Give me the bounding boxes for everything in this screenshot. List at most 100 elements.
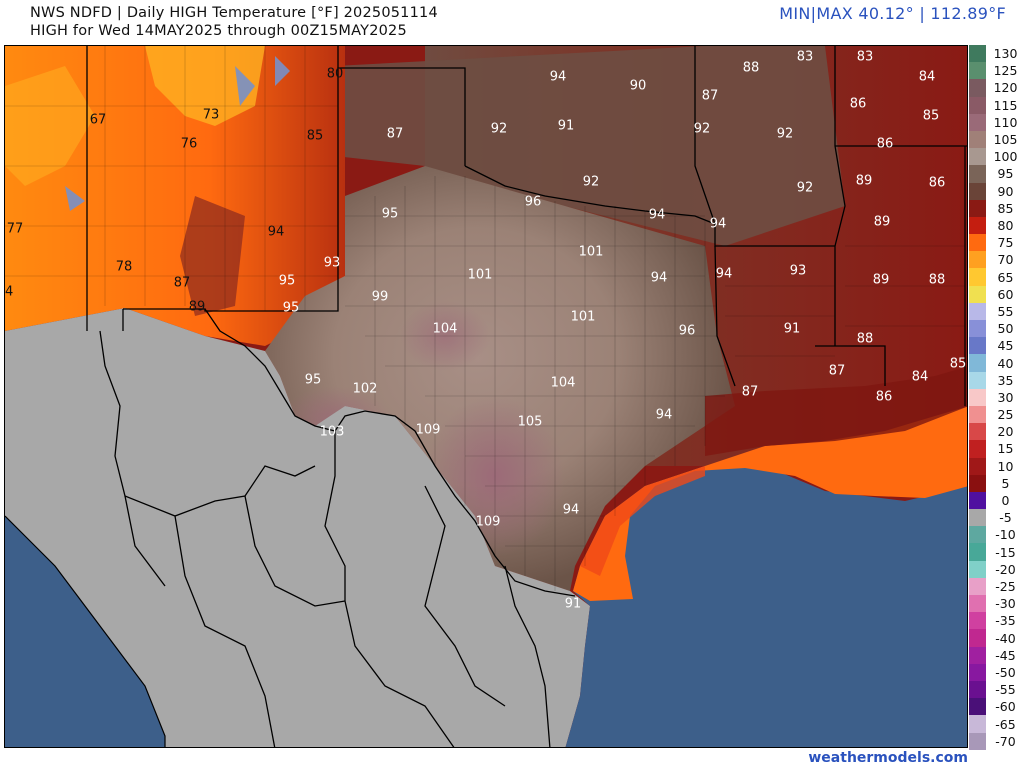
temperature-label: 85 (923, 109, 940, 124)
legend-tick-label: 120 (993, 80, 1018, 96)
legend-colorbar (969, 45, 986, 750)
temperature-label: 96 (525, 195, 542, 210)
legend-tick-label: 90 (997, 183, 1014, 199)
temperature-label: 86 (877, 137, 894, 152)
legend-swatch (969, 457, 986, 475)
gulf-of-mexico (565, 466, 967, 747)
temperature-label: 101 (468, 268, 493, 283)
legend-swatch (969, 320, 986, 338)
legend-swatch (969, 646, 986, 664)
legend-tick-label: -45 (995, 647, 1016, 663)
legend-tick-label: 10 (997, 458, 1014, 474)
temperature-label: 91 (565, 597, 582, 612)
legend-tick-label: -35 (995, 613, 1016, 629)
temperature-label: 92 (583, 175, 600, 190)
legend-swatch (969, 388, 986, 406)
map-canvas: 80 94 90 88 83 83 84 67 73 76 85 87 92 91 87 92 92 86 85 86… (5, 46, 967, 747)
legend-tick-label: -20 (995, 561, 1016, 577)
temperature-label: 85 (307, 129, 324, 144)
legend-tick-label: 5 (1001, 475, 1010, 491)
temperature-label: 85 (950, 357, 967, 372)
legend-swatch (969, 79, 986, 97)
temperature-label: 87 (742, 385, 759, 400)
temperature-label: 86 (850, 97, 867, 112)
legend-tick-label: -15 (995, 544, 1016, 560)
legend-tick-label: 55 (997, 303, 1014, 319)
temperature-label: 94 (651, 271, 668, 286)
temperature-label: 92 (797, 181, 814, 196)
legend-swatch (969, 62, 986, 80)
temperature-label: 96 (679, 324, 696, 339)
legend-swatch (969, 732, 986, 750)
temperature-label: 92 (491, 122, 508, 137)
min-max-readout: MIN|MAX 40.12° | 112.89°F (779, 4, 1006, 23)
legend-swatch (969, 698, 986, 716)
temperature-label: 80 (327, 67, 344, 82)
temperature-label: 87 (702, 89, 719, 104)
legend-tick-label: -5 (999, 510, 1012, 526)
legend-swatch (969, 148, 986, 166)
legend-tick-label: 30 (997, 389, 1014, 405)
temperature-label: 87 (387, 127, 404, 142)
temperature-label: 89 (856, 174, 873, 189)
legend-tick-label: 115 (993, 97, 1018, 113)
gulf-coast-shade (580, 466, 705, 576)
temperature-label: 88 (857, 332, 874, 347)
legend-tick-label: 60 (997, 286, 1014, 302)
temperature-label: 91 (784, 322, 801, 337)
legend-tick-label: 95 (997, 166, 1014, 182)
temperature-label: 87 (829, 364, 846, 379)
mexico-land (5, 308, 590, 747)
temperature-label: 94 (550, 70, 567, 85)
map-subtitle: HIGH for Wed 14MAY2025 through 00Z15MAY2… (30, 23, 407, 39)
legend-tick-label: -40 (995, 630, 1016, 646)
temperature-label: 95 (305, 373, 322, 388)
texas-field (265, 166, 735, 591)
pacific-ocean (5, 516, 165, 747)
legend-swatch (969, 663, 986, 681)
temperature-label: 83 (857, 50, 874, 65)
legend-swatch (969, 440, 986, 458)
legend-tick-label: 40 (997, 355, 1014, 371)
legend-tick-label: 15 (997, 441, 1014, 457)
legend-swatch (969, 285, 986, 303)
legend-swatch (969, 165, 986, 183)
temperature-label: 86 (929, 176, 946, 191)
legend-swatch (969, 612, 986, 630)
temperature-label: 101 (571, 310, 596, 325)
temperature-label: 86 (876, 390, 893, 405)
legend-swatch (969, 405, 986, 424)
legend-swatch (969, 715, 986, 733)
legend-tick-label: 65 (997, 269, 1014, 285)
color-legend: 130 125 120 115 110 105 100 95 90 85 80 75 70 65 60 55 5… (968, 45, 1024, 750)
legend-swatch (969, 234, 986, 252)
legend-swatch (969, 96, 986, 114)
legend-swatch (969, 199, 986, 217)
legend-swatch (969, 354, 986, 372)
temperature-label: 92 (694, 122, 711, 137)
temperature-label: 67 (90, 113, 107, 128)
temperature-label: 104 (433, 322, 458, 337)
county-lines (5, 46, 965, 591)
legend-swatch (969, 337, 986, 355)
temperature-label: 95 (283, 301, 300, 316)
legend-swatch (969, 113, 986, 131)
legend-tick-label: 25 (997, 407, 1014, 423)
temperature-label: 91 (558, 119, 575, 134)
legend-tick-label: 125 (993, 63, 1018, 79)
legend-tick-label: 110 (993, 114, 1018, 130)
legend-swatch (969, 371, 986, 389)
oklahoma-field (335, 46, 845, 246)
temperature-label: 88 (743, 61, 760, 76)
legend-swatch (969, 45, 986, 63)
temperature-label: 99 (372, 290, 389, 305)
temperature-map[interactable]: 80 94 90 88 83 83 84 67 73 76 85 87 92 91 87 92 92 86 85 86… (4, 45, 968, 748)
legend-tick-label: 70 (997, 252, 1014, 268)
temperature-label: 109 (416, 423, 441, 438)
temperature-label: 88 (929, 273, 946, 288)
temperature-label: 93 (790, 264, 807, 279)
legend-tick-label: 80 (997, 217, 1014, 233)
legend-swatch (969, 423, 986, 441)
legend-tick-label: -50 (995, 665, 1016, 681)
temperature-label: 104 (551, 376, 576, 391)
